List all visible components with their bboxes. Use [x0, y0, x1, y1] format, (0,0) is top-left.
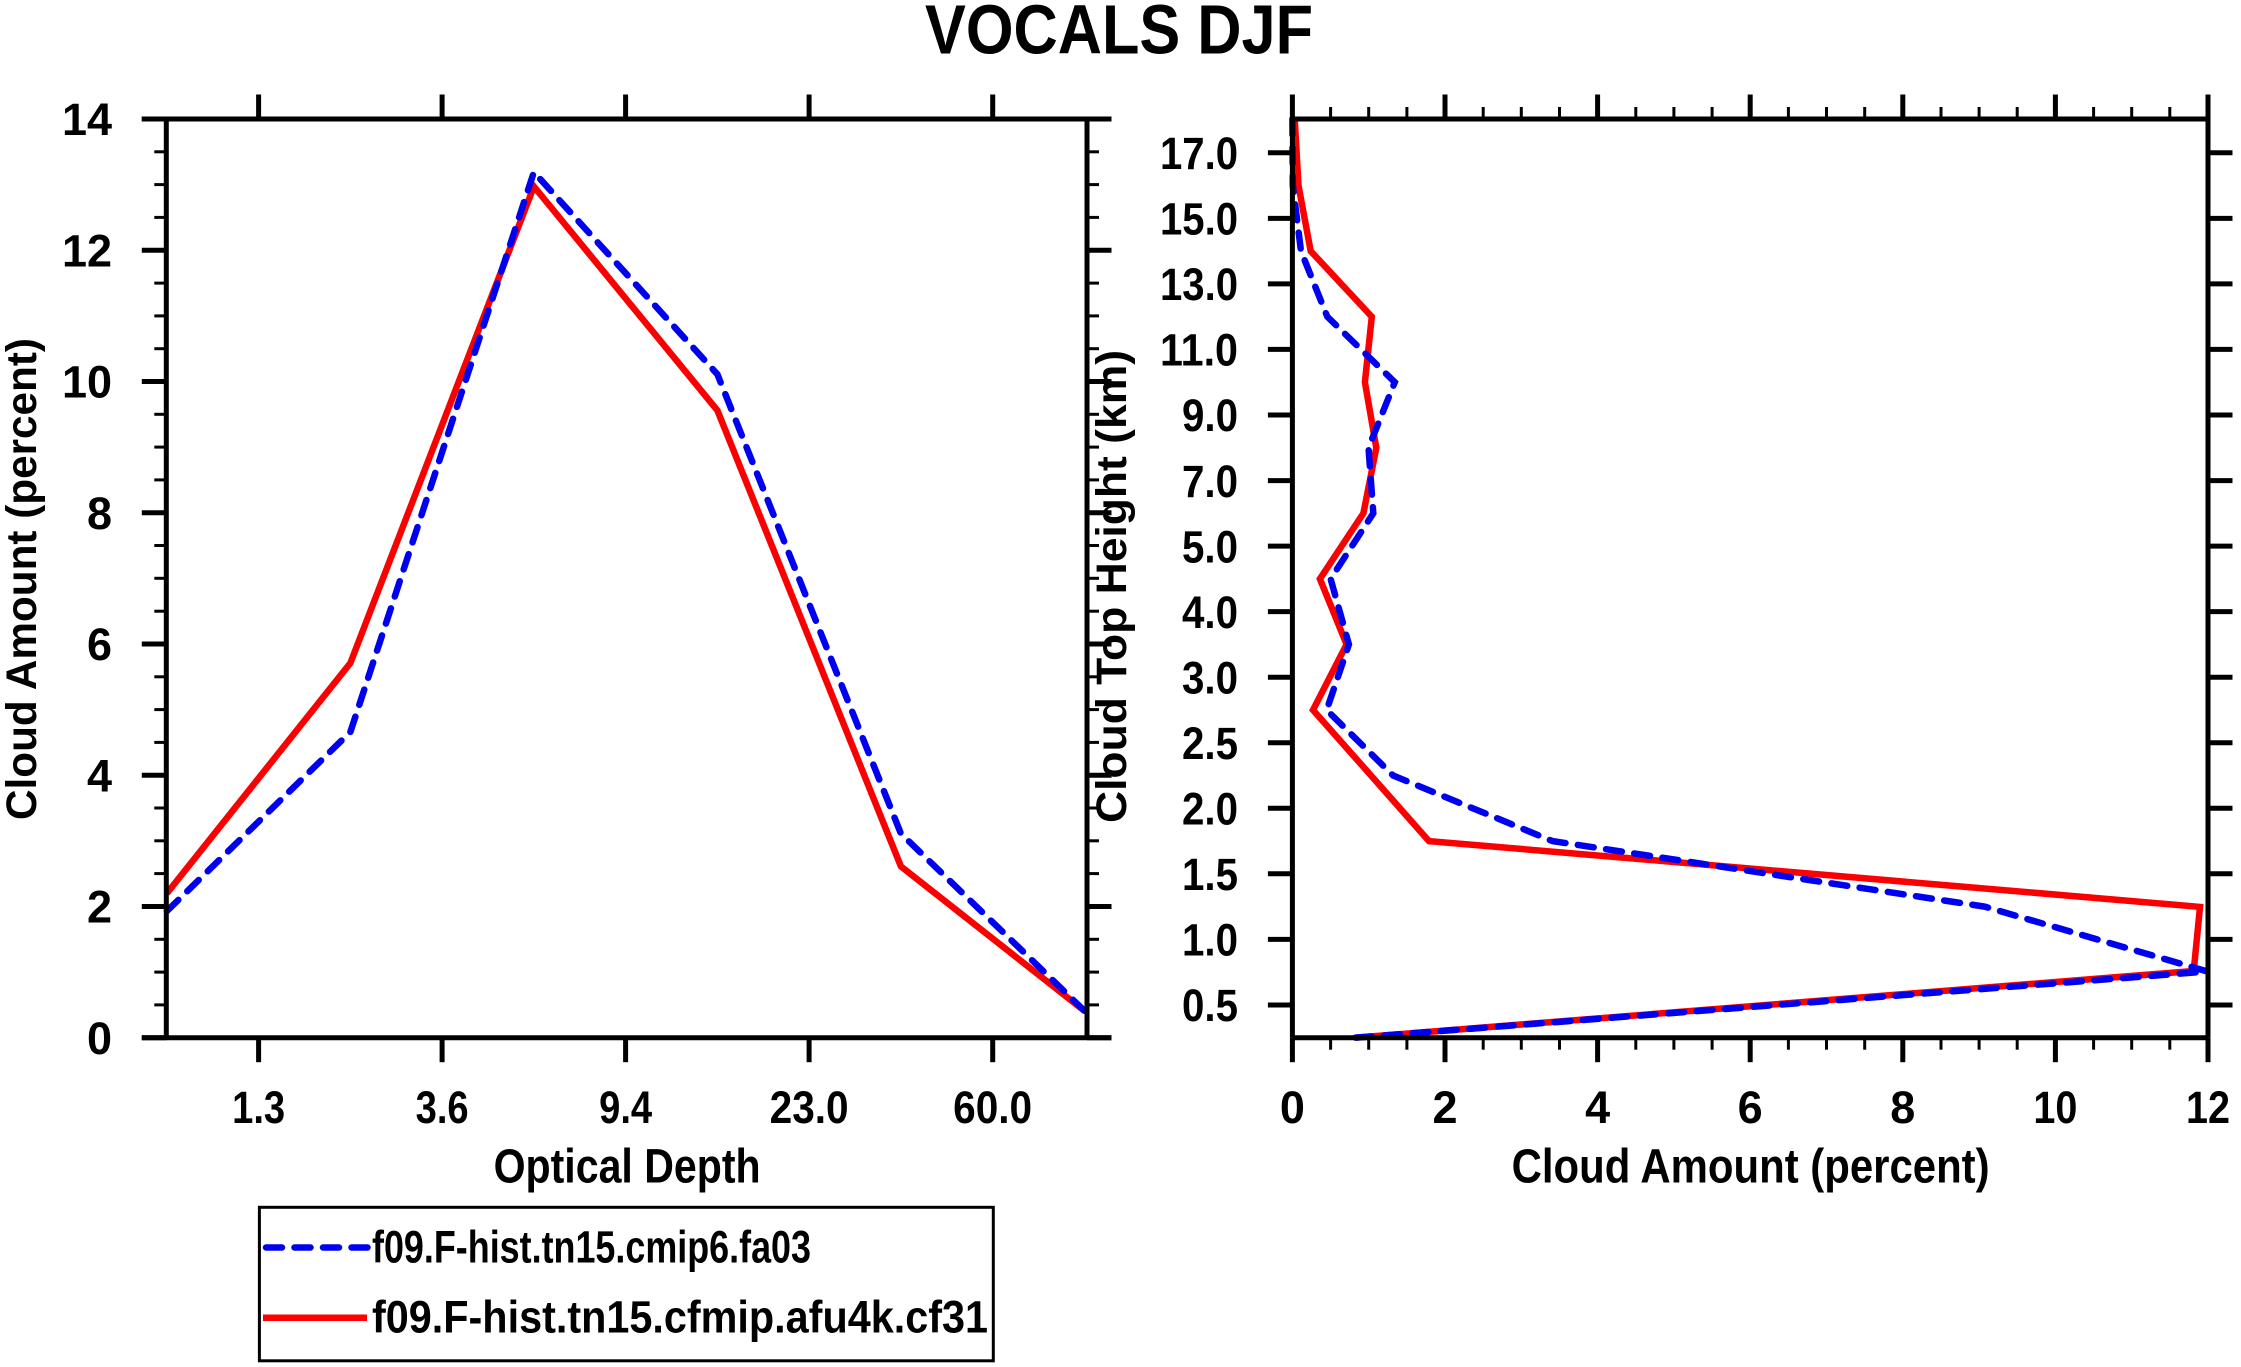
svg-text:9.0: 9.0 [1182, 390, 1238, 441]
svg-text:4.0: 4.0 [1182, 587, 1238, 638]
svg-text:f09.F-hist.tn15.cmip6.fa03: f09.F-hist.tn15.cmip6.fa03 [372, 1222, 811, 1273]
svg-text:4: 4 [87, 750, 112, 801]
svg-text:VOCALS DJF: VOCALS DJF [925, 0, 1313, 69]
svg-text:12: 12 [62, 225, 112, 276]
svg-text:6: 6 [1738, 1082, 1763, 1133]
svg-text:8: 8 [1890, 1082, 1915, 1133]
svg-text:0: 0 [1280, 1082, 1305, 1133]
svg-text:2.0: 2.0 [1182, 784, 1238, 835]
svg-text:3.6: 3.6 [416, 1082, 469, 1133]
svg-text:7.0: 7.0 [1182, 456, 1238, 507]
svg-text:10: 10 [2033, 1082, 2077, 1133]
svg-text:2.5: 2.5 [1182, 718, 1238, 769]
svg-text:Optical Depth: Optical Depth [494, 1141, 761, 1194]
svg-text:14: 14 [62, 94, 112, 145]
svg-text:8: 8 [87, 488, 112, 539]
svg-text:1.0: 1.0 [1182, 915, 1238, 966]
svg-text:12: 12 [2186, 1082, 2230, 1133]
svg-text:0.5: 0.5 [1182, 980, 1238, 1031]
svg-text:60.0: 60.0 [953, 1082, 1032, 1133]
svg-text:Cloud Top Height (km): Cloud Top Height (km) [1088, 350, 1136, 823]
svg-text:Cloud Amount (percent): Cloud Amount (percent) [1512, 1141, 1990, 1194]
svg-text:4: 4 [1585, 1082, 1610, 1133]
svg-text:0: 0 [87, 1013, 112, 1064]
svg-text:2: 2 [87, 882, 112, 933]
svg-text:5.0: 5.0 [1182, 521, 1238, 572]
svg-text:9.4: 9.4 [599, 1082, 652, 1133]
svg-text:17.0: 17.0 [1160, 128, 1238, 179]
svg-text:2: 2 [1432, 1082, 1457, 1133]
svg-text:6: 6 [87, 619, 112, 670]
svg-text:13.0: 13.0 [1160, 259, 1238, 310]
svg-text:23.0: 23.0 [770, 1082, 849, 1133]
svg-text:1.5: 1.5 [1182, 849, 1238, 900]
svg-text:10: 10 [62, 357, 112, 408]
svg-text:f09.F-hist.tn15.cfmip.afu4k.cf: f09.F-hist.tn15.cfmip.afu4k.cf31 [372, 1292, 988, 1343]
svg-text:15.0: 15.0 [1160, 194, 1238, 245]
svg-text:1.3: 1.3 [232, 1082, 285, 1133]
svg-text:11.0: 11.0 [1160, 325, 1238, 376]
svg-text:3.0: 3.0 [1182, 652, 1238, 703]
svg-text:Cloud Amount (percent): Cloud Amount (percent) [0, 338, 46, 820]
